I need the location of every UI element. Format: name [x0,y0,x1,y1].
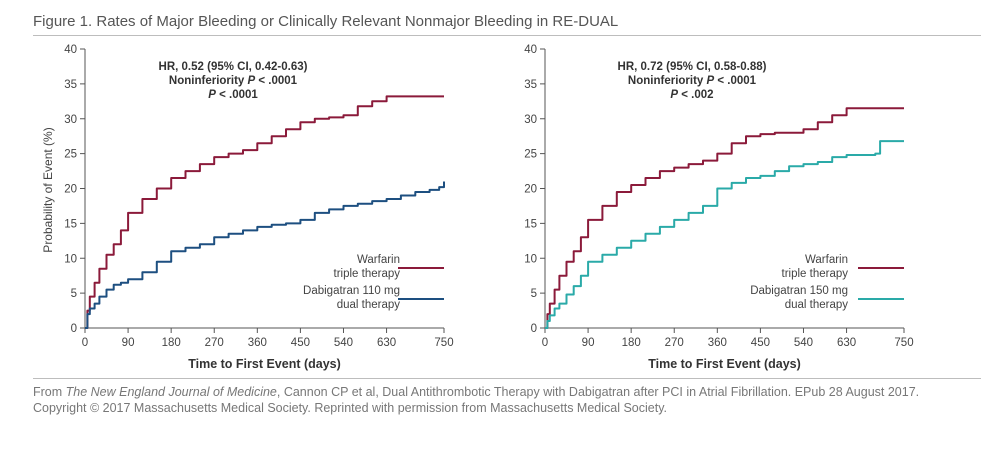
legend-label: Dabigatran 150 mg [750,285,848,297]
x-tick-label: 450 [751,337,770,349]
y-tick-label: 15 [524,218,537,230]
x-tick-label: 540 [794,337,813,349]
y-tick-label: 0 [71,323,77,335]
series-line-warfarin [85,95,444,329]
legend-sublabel: triple therapy [334,268,401,280]
noninferiority-prefix: Noninferiority [628,75,707,87]
x-tick-label: 0 [82,337,88,349]
x-tick-label: 630 [377,337,396,349]
y-tick-label: 30 [64,114,77,126]
x-tick-label: 750 [894,337,913,349]
superiority-p: P [208,89,216,101]
series-line-warfarin [545,107,904,329]
x-axis-label: Time to First Event (days) [188,357,341,371]
chart-panel-2: 0 5 10 15 20 25 30 35 40 0 90 180 270 360 450 540 630 750… [524,44,913,371]
credit-prefix: From [33,385,66,399]
y-tick-label: 10 [524,253,537,265]
noninferiority-prefix: Noninferiority [169,75,248,87]
legend-label: Warfarin [805,254,848,266]
noninferiority-text: Noninferiority P < .0001 [169,75,298,87]
noninferiority-value: < .0001 [714,75,756,87]
x-tick-label: 360 [248,337,267,349]
hazard-ratio-text: HR, 0.72 (95% CI, 0.58-0.88) [618,61,767,73]
superiority-text: P < .002 [670,89,713,101]
legend-sublabel: dual therapy [337,299,401,311]
superiority-value: < .002 [678,89,714,101]
x-tick-label: 540 [334,337,353,349]
superiority-value: < .0001 [216,89,258,101]
y-tick-label: 0 [531,323,537,335]
credit-line-2: Copyright © 2017 Massachusetts Medical S… [33,401,668,415]
series-line-dabigatran [85,181,445,329]
hazard-ratio-text: HR, 0.52 (95% CI, 0.42-0.63) [159,61,308,73]
x-tick-label: 360 [708,337,727,349]
x-axis-label: Time to First Event (days) [648,357,801,371]
y-tick-label: 35 [64,79,77,91]
noninferiority-text: Noninferiority P < .0001 [628,75,757,87]
x-tick-label: 90 [122,337,135,349]
chart-panel-1: 0 5 10 15 20 25 30 35 40 0 90 180 270 360 450 540 630 750… [41,44,454,371]
noninferiority-value: < .0001 [255,75,297,87]
x-tick-label: 180 [622,337,641,349]
superiority-text: P < .0001 [208,89,258,101]
y-tick-label: 10 [64,253,77,265]
y-tick-label: 20 [64,184,77,196]
figure-credit: From The New England Journal of Medicine… [33,384,919,416]
legend-label: Warfarin [357,254,400,266]
y-tick-label: 30 [524,114,537,126]
superiority-p: P [670,89,678,101]
x-tick-label: 270 [665,337,684,349]
x-tick-label: 90 [582,337,595,349]
credit-line-1: From The New England Journal of Medicine… [33,384,919,400]
y-tick-label: 15 [64,218,77,230]
credit-rest: , Cannon CP et al, Dual Antithrombotic T… [276,385,920,399]
y-tick-label: 40 [64,44,77,56]
y-tick-label: 25 [524,149,537,161]
noninferiority-p: P [248,75,256,87]
x-tick-label: 180 [162,337,181,349]
x-tick-label: 450 [291,337,310,349]
y-tick-label: 35 [524,79,537,91]
x-tick-label: 270 [205,337,224,349]
y-tick-label: 25 [64,149,77,161]
credit-journal: The New England Journal of Medicine [65,385,277,399]
y-tick-label: 40 [524,44,537,56]
y-axis-label: Probability of Event (%) [41,127,55,252]
y-tick-label: 5 [71,288,77,300]
noninferiority-p: P [707,75,715,87]
legend-sublabel: dual therapy [785,299,849,311]
x-tick-label: 630 [837,337,856,349]
x-tick-label: 0 [542,337,548,349]
y-tick-label: 5 [531,288,537,300]
series-line-dabigatran [545,140,904,329]
x-tick-label: 750 [434,337,453,349]
legend-label: Dabigatran 110 mg [303,285,400,297]
bottom-rule [33,378,981,379]
y-tick-label: 20 [524,184,537,196]
top-rule [33,35,981,36]
figure-title: Figure 1. Rates of Major Bleeding or Cli… [33,13,619,30]
legend-sublabel: triple therapy [782,268,849,280]
